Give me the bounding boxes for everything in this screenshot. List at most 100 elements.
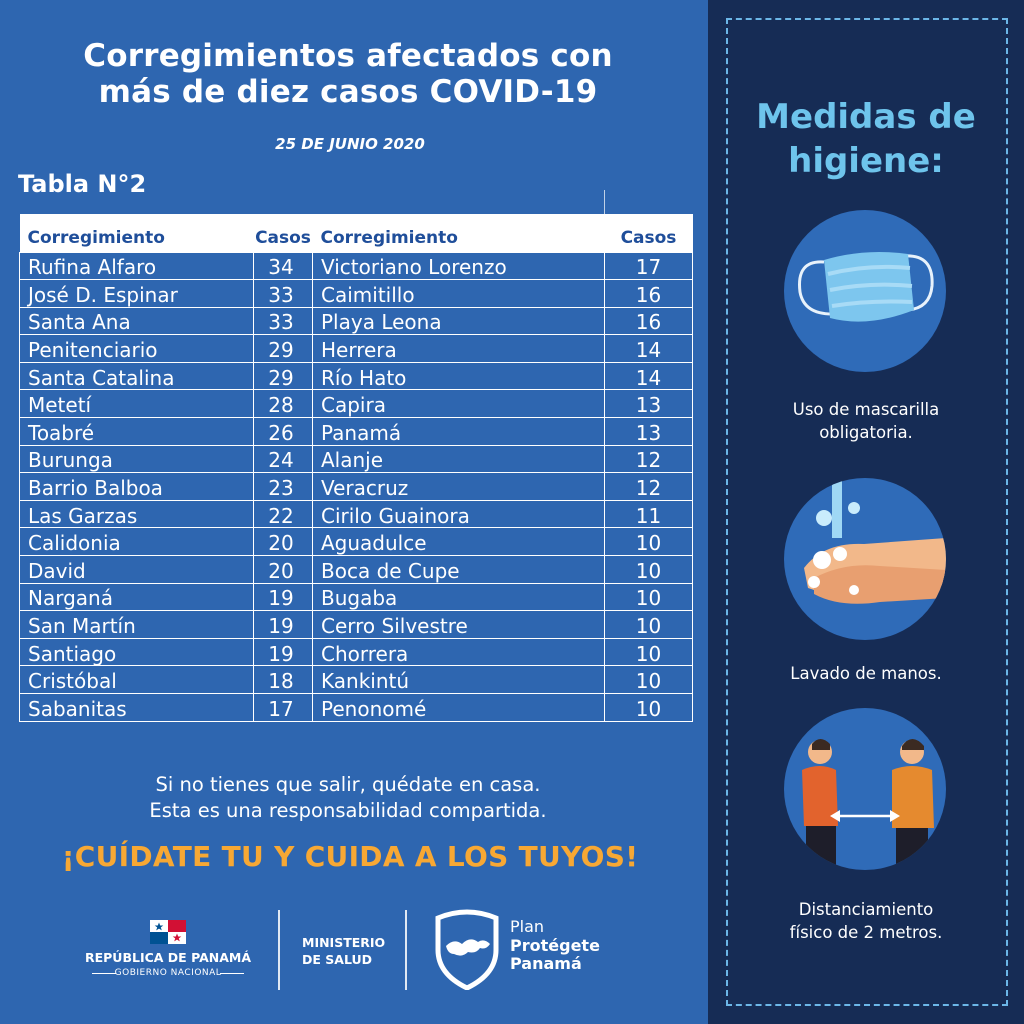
table-row: Rufina Alfaro 34 Victoriano Lorenzo 17: [19, 251, 693, 281]
corregimiento-cell: Cerro Silvestre: [312, 610, 605, 639]
corregimiento-cell: Calidonia: [19, 527, 254, 557]
corregimiento-cell: Panamá: [312, 417, 605, 446]
casos-cell: 26: [253, 417, 313, 446]
corregimiento-cell: Alanje: [312, 444, 605, 474]
header-casos-1: Casos: [255, 227, 311, 248]
cases-table: Corregimiento Casos Corregimiento Casos …: [19, 214, 693, 722]
distancing-caption-line-2: físico de 2 metros.: [789, 923, 943, 942]
mask-caption: Uso de mascarilla obligatoria.: [728, 398, 1004, 444]
header-corregimiento-1: Corregimiento: [27, 227, 165, 248]
corregimiento-cell: Metetí: [19, 389, 254, 419]
casos-cell: 23: [253, 472, 313, 501]
casos-cell: 12: [604, 472, 693, 501]
casos-cell: 33: [253, 279, 313, 308]
casos-cell: 10: [604, 665, 693, 694]
dashed-frame: [726, 18, 1008, 1006]
title-line-2: más de diez casos COVID-19: [98, 74, 598, 110]
casos-cell: 29: [253, 334, 313, 363]
table-row: Santa Catalina 29 Río Hato 14: [19, 361, 693, 391]
shield-logo-icon: [435, 909, 499, 990]
casos-cell: 17: [253, 693, 313, 722]
table-row: Sabanitas 17 Penonomé 10: [19, 693, 693, 722]
casos-cell: 16: [604, 279, 693, 308]
corregimiento-cell: Penonomé: [312, 693, 605, 722]
corregimiento-cell: Chorrera: [312, 637, 605, 667]
casos-cell: 10: [604, 527, 693, 557]
casos-cell: 16: [604, 306, 693, 336]
table-row: Cristóbal 18 Kankintú 10: [19, 665, 693, 694]
casos-cell: 22: [253, 499, 313, 529]
corregimiento-cell: Sabanitas: [19, 693, 254, 722]
casos-cell: 12: [604, 444, 693, 474]
corregimiento-cell: Barrio Balboa: [19, 472, 254, 501]
slogan: ¡CUÍDATE TU Y CUIDA A LOS TUYOS!: [61, 840, 639, 873]
casos-cell: 29: [253, 361, 313, 391]
table-row: David 20 Boca de Cupe 10: [19, 555, 693, 584]
casos-cell: 19: [253, 637, 313, 667]
corregimiento-cell: Boca de Cupe: [312, 555, 605, 584]
footer-divider-1: [278, 910, 280, 990]
corregimiento-cell: Cristóbal: [19, 665, 254, 694]
hygiene-title-line-2: higiene:: [788, 141, 944, 181]
hygiene-title: Medidas de higiene:: [728, 95, 1004, 183]
table-label: Tabla N°2: [18, 170, 147, 198]
header-corregimiento-2: Corregimiento: [320, 227, 458, 248]
corregimiento-cell: Rufina Alfaro: [19, 251, 254, 281]
corregimiento-cell: Kankintú: [312, 665, 605, 694]
casos-cell: 10: [604, 555, 693, 584]
corregimiento-cell: Veracruz: [312, 472, 605, 501]
casos-cell: 33: [253, 306, 313, 336]
corregimiento-cell: Playa Leona: [312, 306, 605, 336]
social-distancing-icon: [784, 708, 946, 870]
republic-label: REPÚBLICA DE PANAMÁ: [84, 950, 252, 965]
panama-flag-icon: [150, 920, 186, 944]
corregimiento-cell: Río Hato: [312, 361, 605, 391]
stay-home-message: Si no tienes que salir, quédate en casa.…: [40, 772, 656, 824]
footer: REPÚBLICA DE PANAMÁ GOBIERNO NACIONAL MI…: [0, 900, 708, 1024]
casos-cell: 28: [253, 389, 313, 419]
table-row: Narganá 19 Bugaba 10: [19, 582, 693, 612]
corregimiento-cell: Burunga: [19, 444, 254, 474]
casos-cell: 11: [604, 499, 693, 529]
table-row: José D. Espinar 33 Caimitillo 16: [19, 279, 693, 308]
casos-cell: 13: [604, 417, 693, 446]
table-row: Toabré 26 Panamá 13: [19, 417, 693, 446]
corregimiento-cell: José D. Espinar: [19, 279, 254, 308]
page-title: Corregimientos afectados con más de diez…: [40, 38, 656, 110]
table-row: Santa Ana 33 Playa Leona 16: [19, 306, 693, 336]
government-label: GOBIERNO NACIONAL: [114, 968, 222, 978]
gov-line-left: [92, 973, 116, 974]
corregimiento-cell: Caimitillo: [312, 279, 605, 308]
casos-cell: 10: [604, 693, 693, 722]
table-row: Barrio Balboa 23 Veracruz 12: [19, 472, 693, 501]
header-divider: [604, 190, 605, 214]
casos-cell: 10: [604, 582, 693, 612]
casos-cell: 34: [253, 251, 313, 281]
plan-label-1: Plan: [510, 917, 545, 936]
corregimiento-cell: Santa Ana: [19, 306, 254, 336]
casos-cell: 20: [253, 527, 313, 557]
hygiene-title-line-1: Medidas de: [756, 97, 976, 137]
handwash-caption-line-1: Lavado de manos.: [790, 664, 942, 683]
casos-cell: 14: [604, 334, 693, 363]
table-row: San Martín 19 Cerro Silvestre 10: [19, 610, 693, 639]
casos-cell: 17: [604, 251, 693, 281]
casos-cell: 10: [604, 637, 693, 667]
casos-cell: 10: [604, 610, 693, 639]
main-panel: Corregimientos afectados con más de diez…: [0, 38, 708, 1024]
table-row: Metetí 28 Capira 13: [19, 389, 693, 419]
ministry-line-2: DE SALUD: [302, 952, 372, 967]
corregimiento-cell: Las Garzas: [19, 499, 254, 529]
mask-caption-line-2: obligatoria.: [819, 423, 913, 442]
distancing-caption: Distanciamiento físico de 2 metros.: [728, 898, 1004, 944]
corregimiento-cell: Herrera: [312, 334, 605, 363]
title-line-1: Corregimientos afectados con: [83, 38, 613, 74]
hygiene-sidebar: Medidas de higiene: Uso de mascarilla ob…: [708, 0, 1024, 1024]
table-row: Las Garzas 22 Cirilo Guainora 11: [19, 499, 693, 529]
face-mask-icon: [784, 210, 946, 372]
plan-label-3: Panamá: [510, 954, 582, 973]
casos-cell: 19: [253, 582, 313, 612]
corregimiento-cell: Capira: [312, 389, 605, 419]
corregimiento-cell: Aguadulce: [312, 527, 605, 557]
table-row: Calidonia 20 Aguadulce 10: [19, 527, 693, 557]
